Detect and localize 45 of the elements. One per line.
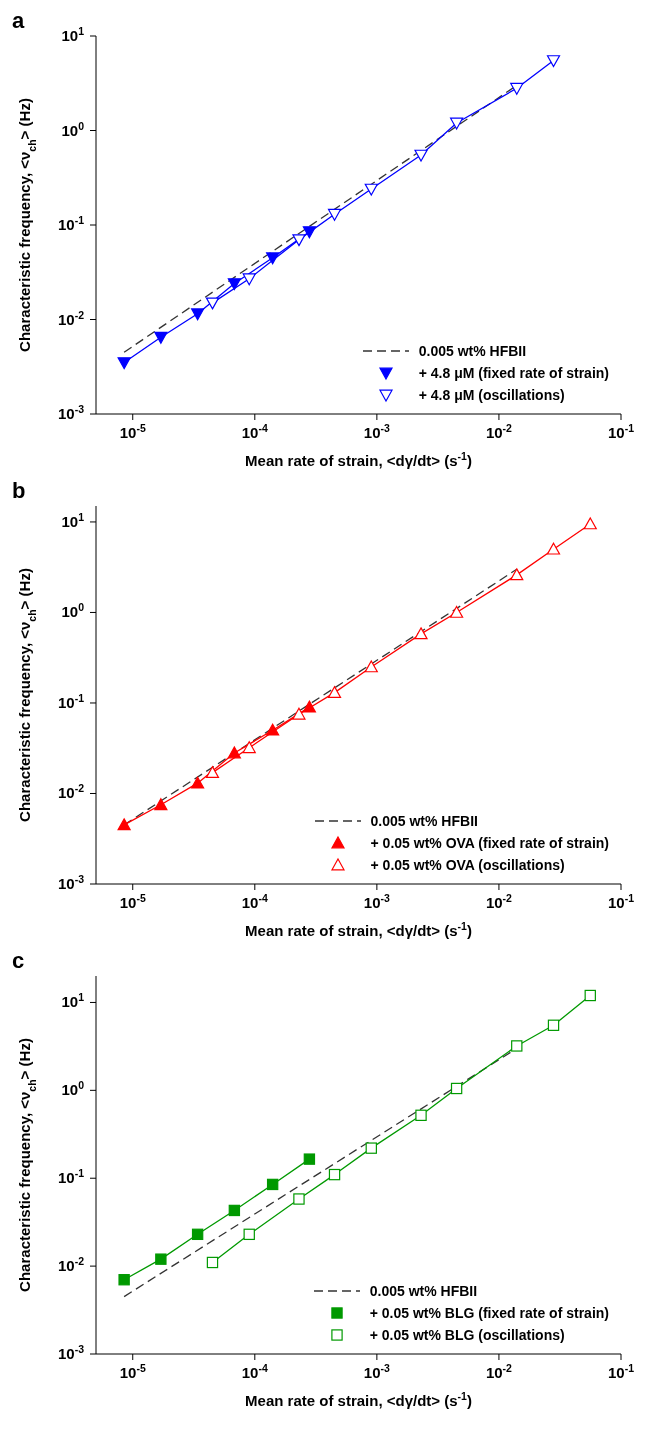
legend-label: + 4.8 μM (fixed rate of strain) xyxy=(418,365,609,381)
y-tick-label: 10$^{0}$ xyxy=(61,601,85,621)
legend-label: + 0.05 wt% BLG (fixed rate of strain) xyxy=(369,1305,609,1321)
chart-title: c xyxy=(12,948,25,974)
x-tick-label: 10$^{-5}$ xyxy=(119,422,146,441)
y-tick-label: 10$^{-1}$ xyxy=(57,691,85,711)
x-axis-title: Mean rate of strain, <dγ/dt> (s$^{-1}$) xyxy=(245,1390,472,1409)
legend-label: + 0.05 wt% OVA (oscillations) xyxy=(370,857,565,873)
x-tick-label: 10$^{-1}$ xyxy=(607,1362,635,1381)
x-tick-label: 10$^{-3}$ xyxy=(363,1362,391,1381)
legend-label: + 0.05 wt% BLG (oscillations) xyxy=(369,1327,565,1343)
x-tick-label: 10$^{-4}$ xyxy=(241,422,268,441)
x-tick-label: 10$^{-2}$ xyxy=(485,422,513,441)
y-tick-label: 10$^{-1}$ xyxy=(57,1167,85,1187)
x-tick-label: 10$^{-4}$ xyxy=(241,1362,268,1381)
x-tick-label: 10$^{-5}$ xyxy=(119,892,146,911)
x-tick-label: 10$^{-3}$ xyxy=(363,892,391,911)
y-tick-label: 10$^{-3}$ xyxy=(57,403,85,422)
x-tick-label: 10$^{-5}$ xyxy=(119,1362,146,1381)
y-tick-label: 10$^{0}$ xyxy=(61,1079,85,1099)
legend-label: 0.005 wt% HFBII xyxy=(370,813,478,829)
y-tick-label: 10$^{-3}$ xyxy=(57,873,85,892)
y-tick-label: 10$^{1}$ xyxy=(61,510,85,530)
y-tick-label: 10$^{-1}$ xyxy=(57,214,85,233)
chart-title: a xyxy=(12,8,25,34)
legend-label: + 4.8 μM (oscillations) xyxy=(418,387,565,403)
chart-title: b xyxy=(12,478,26,504)
legend-label: + 0.05 wt% OVA (fixed rate of strain) xyxy=(370,835,609,851)
y-tick-label: 10$^{-2}$ xyxy=(57,1255,85,1275)
y-tick-label: 10$^{-3}$ xyxy=(57,1343,85,1362)
x-tick-label: 10$^{-1}$ xyxy=(607,892,635,911)
y-tick-label: 10$^{0}$ xyxy=(61,119,85,139)
x-tick-label: 10$^{-3}$ xyxy=(363,422,391,441)
x-axis-title: Mean rate of strain, <dγ/dt> (s$^{-1}$) xyxy=(245,450,472,469)
y-tick-label: 10$^{1}$ xyxy=(61,25,85,44)
x-tick-label: 10$^{-2}$ xyxy=(485,1362,513,1381)
y-tick-label: 10$^{-2}$ xyxy=(57,782,85,802)
legend-label: 0.005 wt% HFBII xyxy=(418,343,527,359)
legend-label: 0.005 wt% HFBII xyxy=(369,1283,478,1299)
x-tick-label: 10$^{-1}$ xyxy=(607,422,635,441)
x-axis-title: Mean rate of strain, <dγ/dt> (s$^{-1}$) xyxy=(245,920,472,939)
y-tick-label: 10$^{-2}$ xyxy=(57,308,85,328)
x-tick-label: 10$^{-4}$ xyxy=(241,892,268,911)
y-tick-label: 10$^{1}$ xyxy=(61,991,85,1011)
x-tick-label: 10$^{-2}$ xyxy=(485,892,513,911)
